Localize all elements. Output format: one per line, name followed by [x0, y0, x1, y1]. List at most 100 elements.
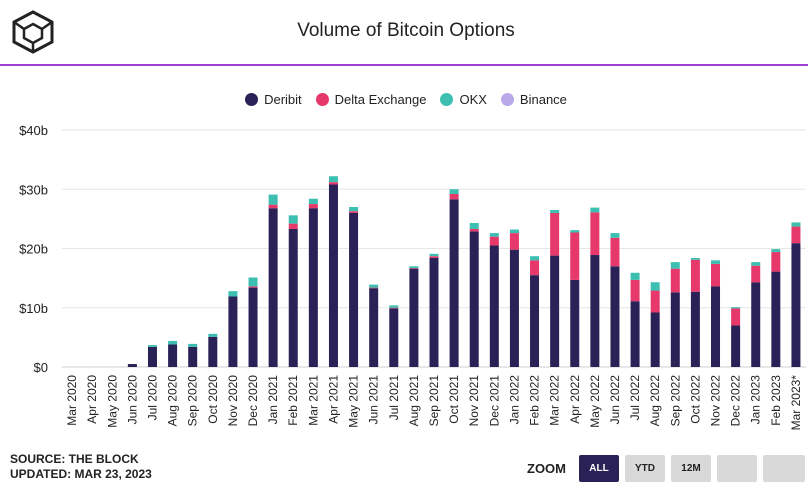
bar-segment-okx[interactable] — [509, 229, 519, 234]
bar-segment-deribit[interactable] — [670, 292, 680, 367]
bar-segment-deribit[interactable] — [610, 266, 620, 367]
bar-segment-deribit[interactable] — [449, 199, 459, 367]
bar-segment-deribit[interactable] — [771, 271, 781, 367]
legend-item-binance[interactable]: Binance — [500, 92, 567, 107]
bar-segment-deribit[interactable] — [509, 249, 519, 367]
bar-segment-delta-exchange[interactable] — [610, 237, 620, 267]
bar-segment-deribit[interactable] — [127, 364, 137, 367]
bar-segment-deribit[interactable] — [369, 288, 379, 367]
bar-segment-okx[interactable] — [349, 207, 359, 212]
bar-segment-deribit[interactable] — [550, 255, 560, 367]
bar-segment-deribit[interactable] — [751, 282, 761, 367]
bar-segment-deribit[interactable] — [228, 296, 238, 367]
bar-segment-delta-exchange[interactable] — [670, 268, 680, 293]
bar-segment-delta-exchange[interactable] — [711, 263, 721, 287]
bar-segment-okx[interactable] — [630, 272, 640, 280]
bar-segment-okx[interactable] — [449, 189, 459, 194]
bar-segment-okx[interactable] — [409, 266, 419, 269]
bar-segment-delta-exchange[interactable] — [248, 286, 258, 288]
zoom-range-button[interactable] — [717, 455, 757, 482]
bar-segment-delta-exchange[interactable] — [409, 268, 419, 269]
bar-segment-deribit[interactable] — [590, 255, 600, 367]
bar-segment-okx[interactable] — [530, 256, 540, 261]
bar-segment-delta-exchange[interactable] — [550, 212, 560, 256]
bar-segment-okx[interactable] — [610, 233, 620, 238]
bar-segment-deribit[interactable] — [328, 184, 338, 367]
bar-segment-delta-exchange[interactable] — [751, 265, 761, 283]
bar-segment-deribit[interactable] — [630, 301, 640, 367]
bar-segment-delta-exchange[interactable] — [509, 233, 519, 250]
bar-segment-deribit[interactable] — [288, 228, 298, 367]
bar-segment-delta-exchange[interactable] — [469, 228, 479, 232]
bar-segment-delta-exchange[interactable] — [449, 193, 459, 200]
bar-segment-deribit[interactable] — [188, 346, 198, 367]
bar-segment-delta-exchange[interactable] — [690, 259, 700, 292]
bar-segment-deribit[interactable] — [168, 344, 178, 367]
bar-segment-deribit[interactable] — [489, 245, 499, 367]
bar-segment-delta-exchange[interactable] — [429, 256, 439, 258]
bar-segment-deribit[interactable] — [711, 286, 721, 367]
bar-segment-deribit[interactable] — [268, 208, 278, 367]
bar-segment-deribit[interactable] — [690, 291, 700, 367]
bar-segment-okx[interactable] — [308, 198, 318, 205]
legend-item-delta-exchange[interactable]: Delta Exchange — [315, 92, 426, 107]
bar-segment-okx[interactable] — [208, 333, 218, 337]
bar-segment-okx[interactable] — [570, 230, 580, 233]
zoom-range-button[interactable] — [763, 455, 805, 482]
bar-segment-okx[interactable] — [751, 262, 761, 266]
zoom-all-button[interactable]: ALL — [579, 455, 619, 482]
bar-segment-deribit[interactable] — [248, 287, 258, 367]
bar-segment-okx[interactable] — [489, 233, 499, 237]
bar-segment-delta-exchange[interactable] — [570, 232, 580, 280]
legend-item-deribit[interactable]: Deribit — [245, 92, 302, 107]
bar-segment-delta-exchange[interactable] — [268, 204, 278, 209]
bar-segment-deribit[interactable] — [208, 336, 218, 367]
bar-segment-okx[interactable] — [268, 194, 278, 205]
bar-segment-delta-exchange[interactable] — [328, 182, 338, 185]
bar-segment-okx[interactable] — [429, 253, 439, 257]
bar-segment-delta-exchange[interactable] — [530, 260, 540, 276]
zoom-ytd-button[interactable]: YTD — [625, 455, 665, 482]
bar-segment-okx[interactable] — [328, 176, 338, 183]
bar-segment-okx[interactable] — [791, 222, 801, 227]
bar-segment-delta-exchange[interactable] — [791, 226, 801, 244]
zoom-12m-button[interactable]: 12M — [671, 455, 711, 482]
bar-segment-delta-exchange[interactable] — [489, 236, 499, 246]
bar-segment-okx[interactable] — [248, 277, 258, 287]
bar-segment-deribit[interactable] — [791, 243, 801, 367]
bar-segment-okx[interactable] — [711, 260, 721, 264]
bar-segment-okx[interactable] — [389, 305, 399, 308]
bar-segment-delta-exchange[interactable] — [389, 307, 399, 309]
bar-segment-okx[interactable] — [188, 343, 198, 347]
bar-segment-deribit[interactable] — [389, 308, 399, 367]
bar-segment-deribit[interactable] — [147, 346, 157, 367]
bar-segment-delta-exchange[interactable] — [308, 204, 318, 209]
bar-segment-okx[interactable] — [731, 307, 741, 309]
bar-segment-okx[interactable] — [650, 282, 660, 291]
bar-segment-delta-exchange[interactable] — [771, 252, 781, 272]
legend-item-okx[interactable]: OKX — [440, 92, 487, 107]
bar-segment-okx[interactable] — [369, 284, 379, 288]
bar-segment-okx[interactable] — [228, 291, 238, 297]
bar-segment-okx[interactable] — [288, 215, 298, 224]
bar-segment-deribit[interactable] — [409, 268, 419, 367]
bar-segment-deribit[interactable] — [570, 279, 580, 367]
bar-segment-delta-exchange[interactable] — [630, 279, 640, 302]
bar-segment-deribit[interactable] — [349, 212, 359, 367]
bar-segment-deribit[interactable] — [429, 257, 439, 367]
bar-segment-delta-exchange[interactable] — [731, 308, 741, 326]
bar-segment-deribit[interactable] — [469, 231, 479, 367]
bar-segment-okx[interactable] — [168, 340, 178, 345]
bar-segment-okx[interactable] — [771, 249, 781, 253]
bar-segment-delta-exchange[interactable] — [650, 290, 660, 313]
bar-segment-delta-exchange[interactable] — [590, 212, 600, 256]
bar-segment-deribit[interactable] — [731, 325, 741, 367]
bar-segment-okx[interactable] — [590, 207, 600, 213]
bar-segment-deribit[interactable] — [650, 312, 660, 367]
bar-segment-delta-exchange[interactable] — [349, 211, 359, 213]
bar-segment-okx[interactable] — [690, 257, 700, 260]
bar-segment-delta-exchange[interactable] — [288, 223, 298, 229]
bar-segment-delta-exchange[interactable] — [369, 287, 379, 289]
bar-segment-okx[interactable] — [550, 209, 560, 213]
bar-segment-okx[interactable] — [147, 345, 157, 347]
